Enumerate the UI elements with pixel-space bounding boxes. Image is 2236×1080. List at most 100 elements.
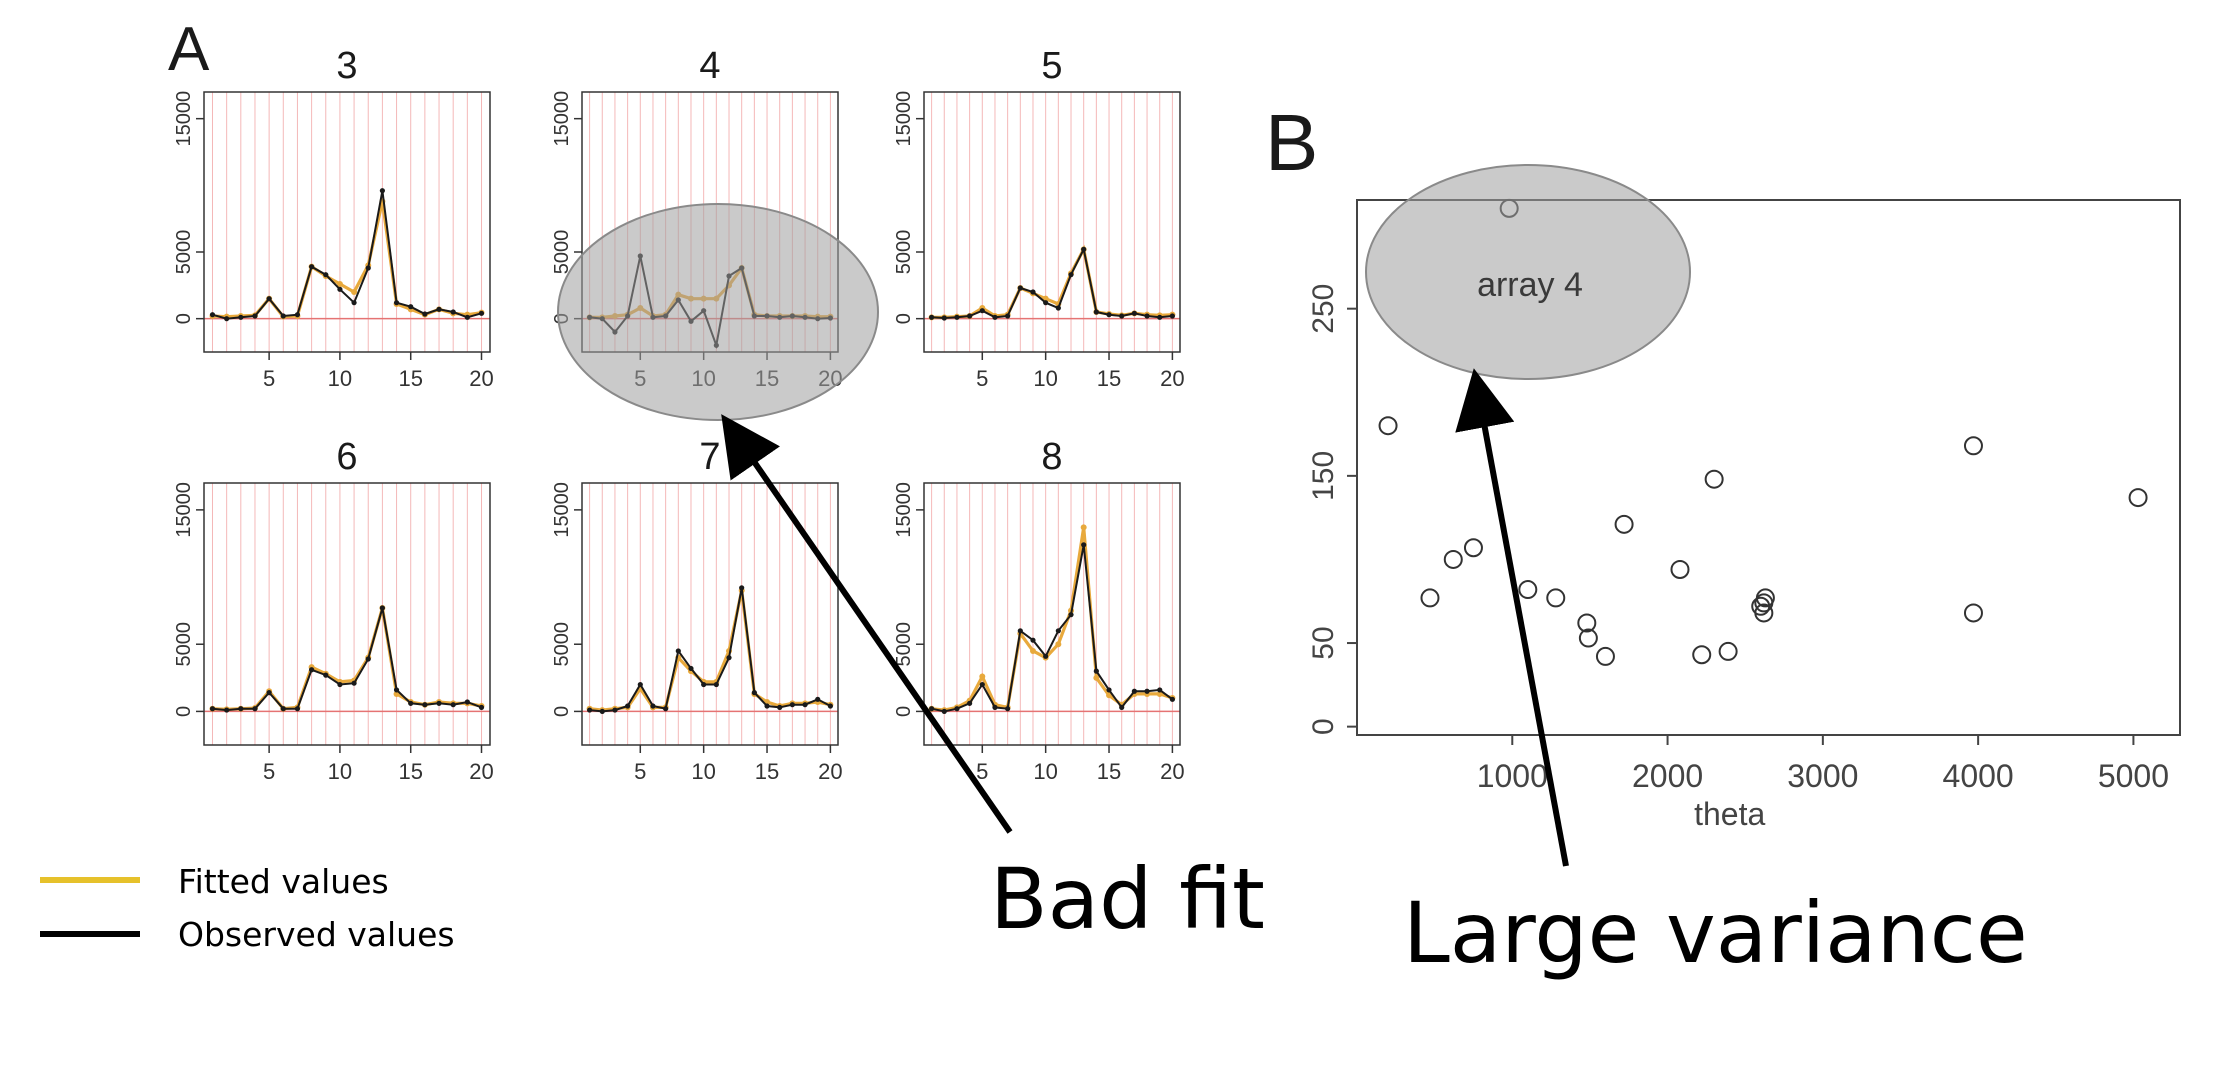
fitted-point <box>1106 692 1113 699</box>
x-tick-label: 3000 <box>1787 758 1858 794</box>
observed-point <box>450 309 456 315</box>
fitted-point <box>1080 524 1087 531</box>
observed-point <box>1017 628 1023 634</box>
y-tick-label: 0 <box>173 706 195 717</box>
observed-point <box>625 703 631 709</box>
y-tick-label: 250 <box>1307 284 1340 334</box>
observed-point <box>789 702 795 708</box>
observed-point <box>351 300 357 306</box>
y-tick-label: 0 <box>893 313 915 324</box>
subplot-title: 6 <box>336 436 357 478</box>
scatter-point <box>1754 603 1774 623</box>
observed-point <box>1068 272 1074 278</box>
x-tick-label: 1000 <box>1477 758 1548 794</box>
observed-point <box>464 314 470 320</box>
fitted-point <box>1029 647 1036 654</box>
observed-point <box>1131 688 1137 694</box>
y-tick-label: 0 <box>173 313 195 324</box>
observed-point <box>252 313 258 319</box>
fitted-point <box>1156 690 1163 697</box>
x-tick-label: 5 <box>976 759 988 784</box>
observed-series-line <box>931 544 1173 713</box>
fitted-point <box>979 673 986 680</box>
observed-point <box>1093 309 1099 315</box>
observed-point <box>992 314 998 320</box>
plot-frame <box>923 482 1181 746</box>
observed-point <box>224 316 230 322</box>
observed-point <box>393 687 400 693</box>
x-tick-label: 10 <box>1033 759 1057 784</box>
x-tick-label: 10 <box>328 759 352 784</box>
fitted-series-line <box>212 200 482 319</box>
observed-point <box>713 681 719 688</box>
observed-point <box>1081 246 1087 252</box>
scatter-point <box>1577 613 1597 633</box>
observed-point <box>280 313 286 319</box>
scatter-point <box>1755 588 1775 608</box>
observed-point <box>827 703 833 709</box>
scatter-point <box>1718 641 1738 661</box>
x-axis-title: theta <box>1694 796 1765 832</box>
x-tick-label: 20 <box>469 759 493 784</box>
observed-point <box>209 312 216 318</box>
observed-point <box>1043 300 1049 306</box>
observed-point <box>650 703 656 709</box>
y-tick-label: 50 <box>1307 626 1340 659</box>
scatter-point <box>1420 588 1440 608</box>
scatter-point <box>1963 603 1983 623</box>
fitted-point <box>336 281 343 287</box>
fitted-point <box>1055 641 1062 648</box>
subplot-7: 7 0 5000 15000 5 10 15 20 <box>551 436 843 784</box>
scatter-point <box>1963 436 1983 456</box>
observed-point <box>294 312 301 318</box>
observed-point <box>1005 313 1011 319</box>
observed-point <box>587 707 593 713</box>
x-tick-label: 20 <box>1160 366 1184 391</box>
scatter-point <box>1704 469 1724 489</box>
array-4-label: array 4 <box>1477 266 1583 304</box>
observed-point <box>1043 653 1049 659</box>
observed-point <box>688 665 694 672</box>
observed-point <box>252 706 258 712</box>
fitted-point <box>1093 674 1100 681</box>
bad-fit-highlight-ellipse <box>557 203 879 421</box>
observed-point <box>422 311 428 317</box>
y-tick-label: 150 <box>1307 451 1340 501</box>
y-tick-label: 0 <box>551 706 573 717</box>
observed-series-line <box>212 607 482 712</box>
subplot-title: 7 <box>699 436 720 478</box>
fitted-series-line <box>589 590 831 712</box>
observed-point <box>351 680 357 686</box>
subplot-title: 8 <box>1041 436 1062 478</box>
subplot-title: 4 <box>699 45 720 87</box>
x-tick-label: 2000 <box>1632 758 1703 794</box>
x-tick-label: 15 <box>1097 366 1121 391</box>
x-tick-label: 20 <box>818 759 842 784</box>
plot-frame <box>923 91 1181 353</box>
y-tick-label: 5000 <box>173 230 195 275</box>
observed-point <box>979 681 985 688</box>
y-tick-label: 15000 <box>173 91 195 147</box>
subplot-6: 6 0 5000 15000 5 10 15 20 <box>173 436 494 784</box>
observed-point <box>280 706 286 712</box>
observed-point <box>815 696 821 702</box>
x-tick-label: 5 <box>976 366 988 391</box>
observed-point <box>612 707 618 713</box>
scatter-point <box>1614 514 1634 534</box>
plot-frame <box>203 91 491 353</box>
fitted-point <box>351 289 358 295</box>
scatter-point <box>2128 488 2148 508</box>
observed-point <box>751 690 757 696</box>
legend: Fitted values Observed values <box>40 862 455 954</box>
observed-point <box>1005 706 1011 712</box>
observed-point <box>238 314 244 320</box>
observed-point <box>637 681 643 688</box>
x-tick-label: 20 <box>469 366 493 391</box>
legend-fitted-label: Fitted values <box>178 862 389 901</box>
observed-point <box>1144 688 1150 694</box>
observed-point <box>238 706 244 712</box>
observed-point <box>379 188 385 194</box>
observed-point <box>224 707 230 713</box>
x-tick-label: 10 <box>691 759 715 784</box>
